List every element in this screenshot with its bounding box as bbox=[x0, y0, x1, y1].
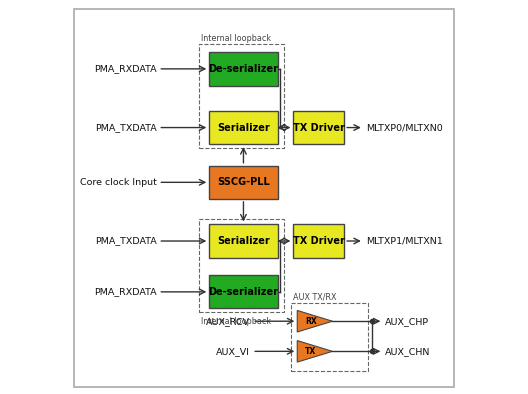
Text: Internal loopback: Internal loopback bbox=[201, 317, 271, 326]
Text: AUX TX/RX: AUX TX/RX bbox=[293, 292, 336, 301]
Bar bbox=[209, 225, 278, 258]
Text: RX: RX bbox=[305, 317, 316, 326]
Text: De-serializer: De-serializer bbox=[209, 64, 278, 74]
Bar bbox=[200, 219, 284, 312]
Bar bbox=[200, 45, 284, 148]
Bar bbox=[294, 111, 344, 144]
Polygon shape bbox=[297, 340, 333, 362]
Bar bbox=[209, 166, 278, 199]
Text: AUX_VI: AUX_VI bbox=[216, 347, 250, 356]
Text: PMA_TXDATA: PMA_TXDATA bbox=[95, 123, 156, 132]
Text: PMA_RXDATA: PMA_RXDATA bbox=[94, 64, 156, 73]
Text: TX: TX bbox=[305, 347, 316, 356]
Polygon shape bbox=[297, 310, 333, 332]
Text: PMA_TXDATA: PMA_TXDATA bbox=[95, 236, 156, 245]
Text: AUX_RCV: AUX_RCV bbox=[206, 317, 250, 326]
Text: MLTXP0/MLTXN0: MLTXP0/MLTXN0 bbox=[366, 123, 442, 132]
Text: AUX_CHP: AUX_CHP bbox=[385, 317, 429, 326]
Text: De-serializer: De-serializer bbox=[209, 287, 278, 297]
Text: TX Driver: TX Driver bbox=[293, 123, 345, 132]
Text: MLTXP1/MLTXN1: MLTXP1/MLTXN1 bbox=[366, 236, 442, 245]
Bar bbox=[291, 303, 367, 371]
Text: Internal loopback: Internal loopback bbox=[201, 34, 271, 43]
Text: PMA_RXDATA: PMA_RXDATA bbox=[94, 287, 156, 296]
Text: Serializer: Serializer bbox=[217, 236, 270, 246]
Bar bbox=[209, 275, 278, 309]
Bar bbox=[294, 225, 344, 258]
Bar bbox=[209, 111, 278, 144]
FancyBboxPatch shape bbox=[74, 9, 454, 387]
Text: Core clock Input: Core clock Input bbox=[80, 178, 156, 187]
Text: SSCG-PLL: SSCG-PLL bbox=[217, 177, 270, 187]
Text: TX Driver: TX Driver bbox=[293, 236, 345, 246]
Bar bbox=[209, 52, 278, 85]
Text: AUX_CHN: AUX_CHN bbox=[385, 347, 431, 356]
Text: Serializer: Serializer bbox=[217, 123, 270, 132]
